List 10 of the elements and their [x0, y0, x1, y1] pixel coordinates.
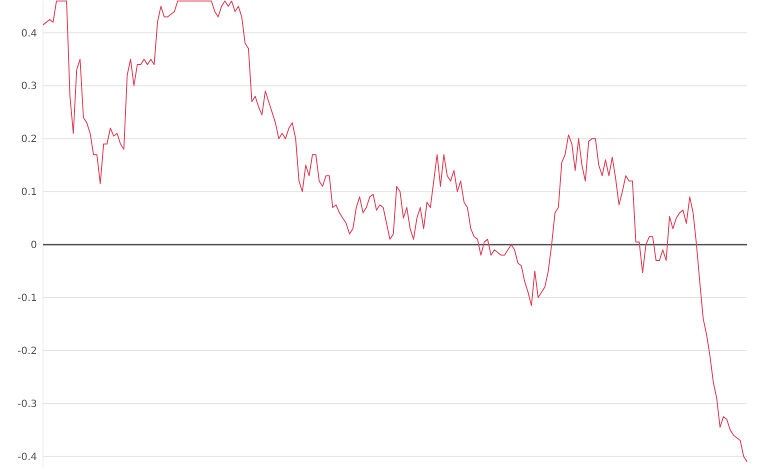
- y-tick-label: 0.3: [21, 81, 37, 92]
- y-tick-label: -0.3: [17, 398, 37, 410]
- y-tick-label: 0.4: [21, 28, 37, 40]
- y-tick-label: 0.2: [21, 134, 37, 146]
- y-tick-label: 0: [30, 240, 37, 252]
- y-tick-label: 0.1: [21, 187, 37, 198]
- line-series: [42, 0, 748, 462]
- y-tick-label: -0.4: [17, 452, 37, 463]
- y-tick-label: -0.1: [17, 293, 37, 304]
- y-tick-label: -0.2: [17, 346, 37, 357]
